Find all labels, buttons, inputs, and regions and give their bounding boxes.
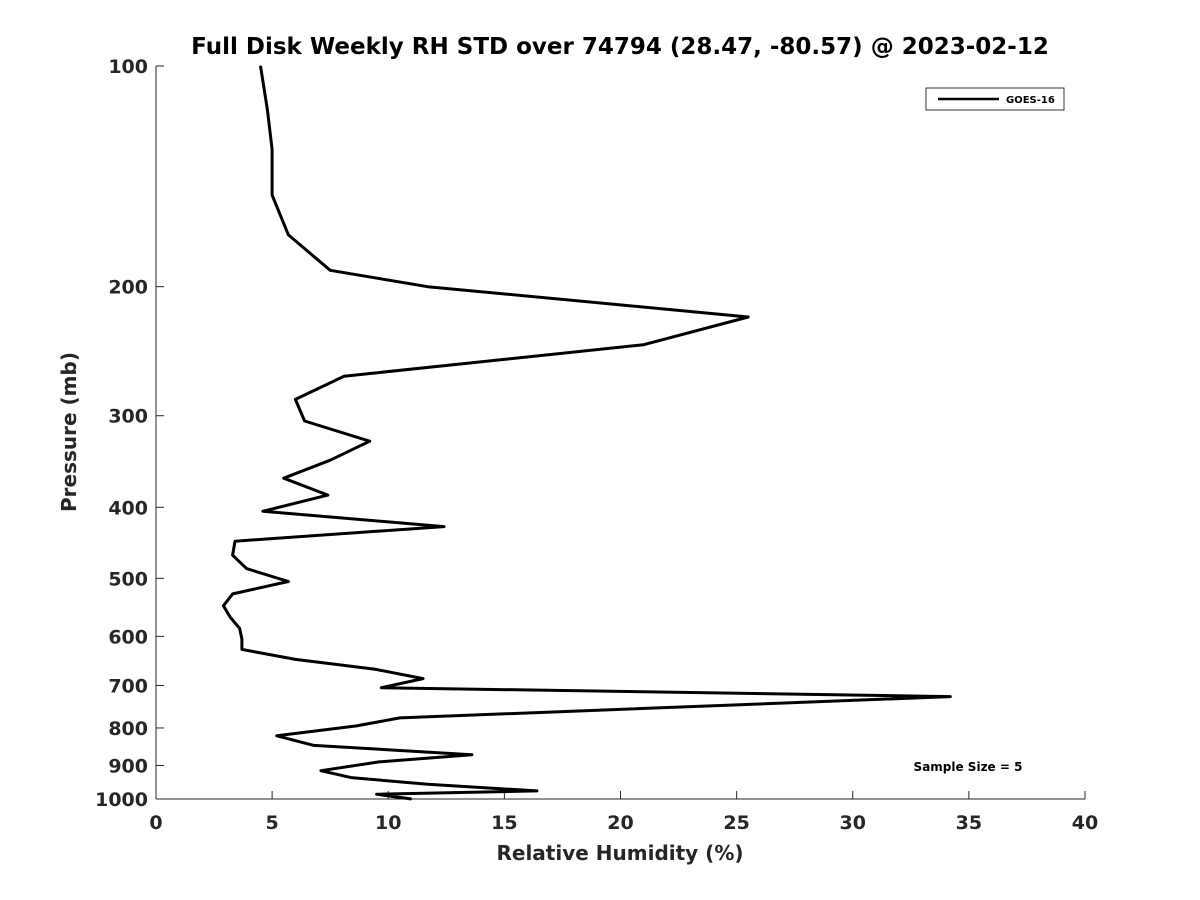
data-point xyxy=(241,638,243,640)
y-tick-label: 200 xyxy=(108,277,148,299)
data-point xyxy=(241,648,243,651)
series-layer xyxy=(221,65,952,801)
data-point xyxy=(229,616,232,619)
legend-label: GOES-16 xyxy=(1006,95,1055,106)
data-point xyxy=(262,510,264,513)
data-point xyxy=(380,686,383,689)
x-tick-label: 25 xyxy=(723,812,749,834)
y-tick-label: 700 xyxy=(108,675,148,697)
data-point xyxy=(287,234,290,236)
data-point xyxy=(443,525,445,528)
x-tick-label: 0 xyxy=(149,812,162,834)
data-point xyxy=(399,717,401,719)
data-point xyxy=(222,605,225,607)
data-point xyxy=(410,798,413,800)
x-tick-label: 5 xyxy=(266,812,279,834)
data-point xyxy=(313,744,315,747)
data-point xyxy=(426,783,429,786)
y-tick-label: 100 xyxy=(108,56,148,78)
y-tick-label: 300 xyxy=(108,406,148,428)
data-point xyxy=(234,540,236,542)
x-axis-label: Relative Humidity (%) xyxy=(496,841,743,865)
data-point xyxy=(231,554,234,556)
data-point xyxy=(373,668,376,670)
data-point xyxy=(368,440,371,443)
data-point xyxy=(320,769,322,772)
data-point xyxy=(343,375,345,378)
data-point xyxy=(294,398,297,401)
data-point xyxy=(282,477,285,480)
y-tick-label: 600 xyxy=(108,626,148,648)
data-point xyxy=(287,580,290,583)
data-point xyxy=(238,627,241,630)
data-point xyxy=(329,269,332,272)
data-point xyxy=(422,677,424,680)
data-point xyxy=(259,65,262,67)
data-point xyxy=(536,790,538,792)
y-axis-ticks: 100 200 300 400 500 600 700 800 900 1000 xyxy=(95,56,164,811)
data-point xyxy=(350,776,352,779)
y-tick-label: 800 xyxy=(108,718,148,740)
y-tick-label: 1000 xyxy=(95,789,148,811)
chart-title: Full Disk Weekly RH STD over 74794 (28.4… xyxy=(191,34,1049,60)
data-point xyxy=(276,735,278,737)
data-point xyxy=(329,459,332,462)
legend: GOES-16 xyxy=(925,87,1065,111)
data-point xyxy=(426,285,429,288)
data-point xyxy=(245,567,248,570)
data-point xyxy=(266,109,269,112)
data-point xyxy=(949,695,952,698)
x-tick-label: 35 xyxy=(956,812,982,834)
data-point xyxy=(231,593,234,595)
data-point xyxy=(378,761,380,763)
x-tick-label: 10 xyxy=(375,812,401,834)
data-point xyxy=(271,148,273,151)
data-point xyxy=(303,420,306,422)
data-point xyxy=(471,753,473,756)
x-tick-label: 20 xyxy=(607,812,633,834)
y-tick-label: 400 xyxy=(108,497,148,519)
y-tick-label: 900 xyxy=(108,755,148,777)
sample-size-annotation: Sample Size = 5 xyxy=(914,760,1023,774)
x-tick-label: 40 xyxy=(1072,812,1098,834)
data-point xyxy=(642,343,645,346)
x-tick-label: 15 xyxy=(491,812,517,834)
x-tick-label: 30 xyxy=(840,812,866,834)
data-point xyxy=(747,316,749,318)
y-axis-label: Pressure (mb) xyxy=(57,352,81,512)
data-point xyxy=(271,194,273,196)
data-point xyxy=(354,725,357,727)
x-axis-ticks: 0 5 10 15 20 25 30 35 40 xyxy=(149,791,1098,834)
series-line-goes-16 xyxy=(221,65,952,801)
data-point xyxy=(294,658,297,661)
data-point xyxy=(375,793,378,795)
data-point xyxy=(327,494,329,496)
y-tick-label: 500 xyxy=(108,568,148,590)
